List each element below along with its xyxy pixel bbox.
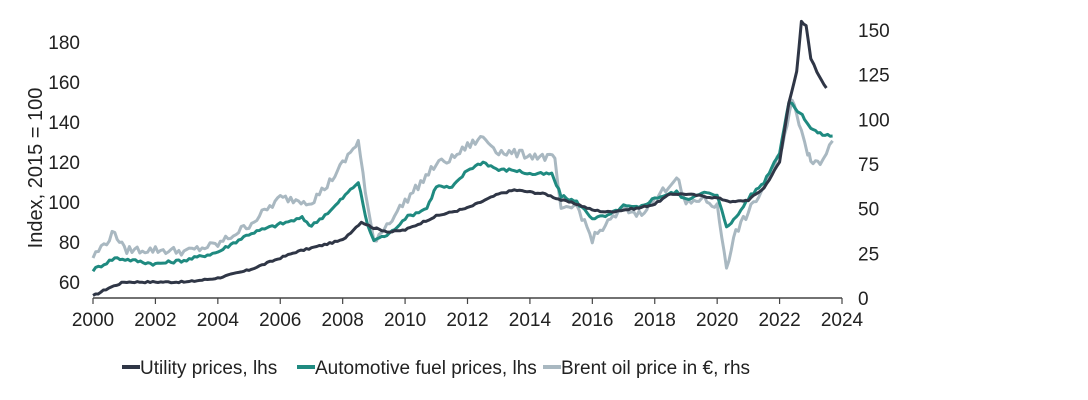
y-axis-right-ticks: 0 25 50 75 100 125 150 [858, 21, 890, 310]
y-left-tick-label: 100 [48, 193, 80, 214]
x-tick-label: 2004 [197, 310, 240, 331]
legend-label: Brent oil price in €, rhs [561, 358, 750, 379]
x-axis-ticks: 2000 2002 2004 2006 2008 2010 2012 2014 2016 2018… [72, 298, 864, 331]
x-tick-label: 2012 [446, 310, 488, 331]
legend-label: Automotive fuel prices, lhs [315, 358, 537, 379]
x-tick-label: 2018 [634, 310, 676, 331]
y-left-tick-label: 80 [59, 233, 80, 254]
y-left-tick-label: 160 [48, 73, 80, 94]
x-tick-label: 2006 [259, 310, 301, 331]
y-left-tick-label: 180 [48, 33, 80, 54]
y-left-tick-label: 120 [48, 153, 80, 174]
y-left-tick-label: 140 [48, 113, 80, 134]
series-line [91, 101, 833, 273]
y-axis-title: Index, 2015 = 100 [25, 88, 47, 249]
x-tick-label: 2024 [821, 310, 864, 331]
x-tick-label: 2020 [696, 310, 738, 331]
series-line [91, 98, 834, 270]
y-right-tick-label: 0 [858, 289, 869, 310]
x-tick-label: 2016 [571, 310, 613, 331]
y-right-tick-label: 100 [858, 110, 890, 131]
y-right-tick-label: 125 [858, 66, 890, 87]
x-tick-label: 2000 [72, 310, 114, 331]
x-tick-label: 2014 [509, 310, 552, 331]
y-right-tick-label: 25 [858, 244, 879, 265]
legend: Utility prices, lhs Automotive fuel price… [122, 358, 750, 379]
y-right-tick-label: 75 [858, 155, 879, 176]
y-left-tick-label: 60 [59, 273, 80, 294]
plot-lines [91, 19, 834, 297]
x-tick-label: 2008 [322, 310, 364, 331]
legend-label: Utility prices, lhs [140, 358, 277, 379]
y-right-tick-label: 50 [858, 200, 879, 221]
x-tick-label: 2022 [758, 310, 800, 331]
series-line [92, 19, 828, 297]
y-right-tick-label: 150 [858, 21, 890, 42]
y-axis-left-ticks: 60 80 100 120 140 160 180 [48, 33, 80, 294]
x-tick-label: 2002 [134, 310, 176, 331]
x-tick-label: 2010 [384, 310, 426, 331]
